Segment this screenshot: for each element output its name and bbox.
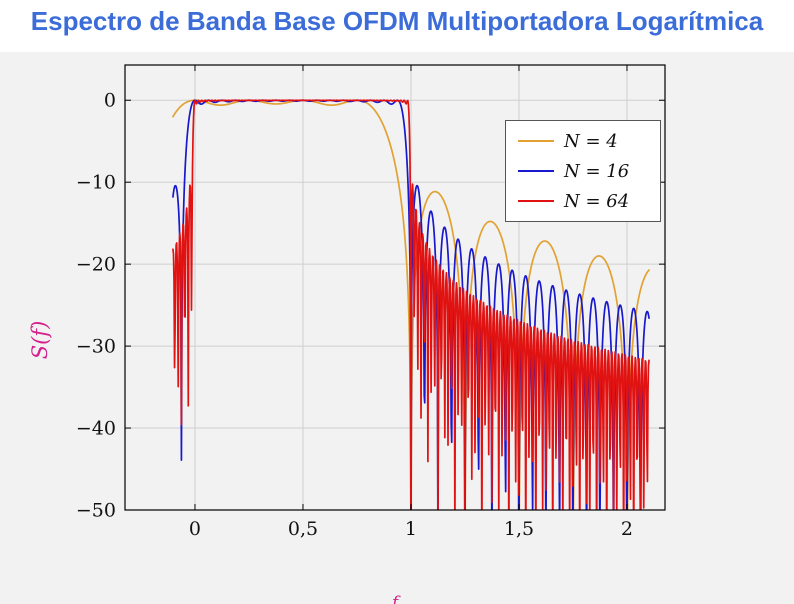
y-tick-label: −50 bbox=[76, 500, 116, 522]
y-tick-label: −10 bbox=[76, 172, 116, 194]
legend: N = 4 N = 16 N = 64 bbox=[505, 120, 661, 222]
legend-label-n64: N = 64 bbox=[564, 190, 630, 212]
y-axis-label: S(f) bbox=[28, 320, 52, 360]
x-tick-label: 2 bbox=[621, 518, 633, 540]
x-tick-label: 1,5 bbox=[504, 518, 534, 540]
x-axis-label: f N∗Rs bbox=[345, 593, 445, 604]
y-tick-label: −40 bbox=[76, 418, 116, 440]
legend-item-n64: N = 64 bbox=[518, 190, 648, 212]
legend-item-n16: N = 16 bbox=[518, 160, 648, 182]
legend-line-n16-swatch bbox=[518, 169, 554, 173]
y-tick-label: 0 bbox=[104, 90, 116, 112]
series-group bbox=[172, 99, 650, 510]
legend-line-n4-swatch bbox=[518, 139, 554, 143]
x-axel-label-numerator: f bbox=[391, 593, 399, 604]
legend-label-n16: N = 16 bbox=[564, 160, 630, 182]
x-tick-label: 1 bbox=[405, 518, 417, 540]
chart-title: Espectro de Banda Base OFDM Multiportado… bbox=[30, 6, 764, 36]
y-tick-label: −30 bbox=[76, 336, 116, 358]
legend-item-n4: N = 4 bbox=[518, 130, 648, 152]
y-tick-label: −20 bbox=[76, 254, 116, 276]
x-tick-label: 0 bbox=[189, 518, 201, 540]
series-line-N-64 bbox=[172, 99, 650, 510]
x-tick-label: 0,5 bbox=[288, 518, 318, 540]
legend-line-n64-swatch bbox=[518, 199, 554, 203]
legend-label-n4: N = 4 bbox=[564, 130, 618, 152]
figure-panel: 0 0,5 1 1,5 2 0 −10 −20 −30 −40 −50 S(f) f N∗Rs N … bbox=[0, 52, 794, 604]
spectrum-plot-canvas: 0 0,5 1 1,5 2 0 −10 −20 −30 −40 −50 bbox=[76, 64, 666, 540]
plot-frame bbox=[124, 64, 666, 511]
